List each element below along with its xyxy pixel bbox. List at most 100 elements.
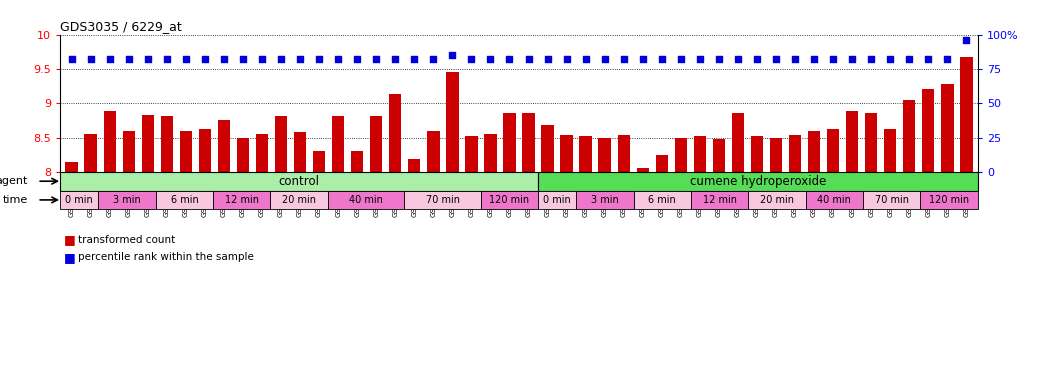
Text: GDS3035 / 6229_at: GDS3035 / 6229_at: [60, 20, 182, 33]
Bar: [865, 114, 877, 172]
Bar: [863, 190, 921, 209]
Point: [844, 56, 861, 62]
Bar: [122, 131, 135, 172]
Bar: [846, 111, 858, 172]
Bar: [465, 136, 477, 172]
Bar: [750, 136, 763, 172]
Point: [654, 56, 671, 62]
Point: [159, 56, 175, 62]
Bar: [693, 136, 706, 172]
Bar: [218, 120, 230, 172]
Text: 3 min: 3 min: [113, 195, 141, 205]
Bar: [141, 115, 154, 172]
Text: time: time: [3, 195, 28, 205]
Point: [882, 56, 899, 62]
Text: 20 min: 20 min: [282, 195, 317, 205]
Text: 70 min: 70 min: [875, 195, 909, 205]
Text: 20 min: 20 min: [760, 195, 794, 205]
Bar: [618, 135, 630, 172]
Point: [577, 56, 594, 62]
Bar: [748, 190, 805, 209]
Bar: [713, 139, 726, 172]
Bar: [808, 131, 820, 172]
Bar: [312, 151, 325, 172]
Point: [597, 56, 613, 62]
Point: [330, 56, 347, 62]
Text: 3 min: 3 min: [592, 195, 619, 205]
Bar: [408, 159, 420, 172]
Point: [292, 56, 308, 62]
Point: [711, 56, 728, 62]
Bar: [370, 116, 382, 172]
Point: [482, 56, 498, 62]
Point: [501, 56, 518, 62]
Bar: [271, 190, 328, 209]
Text: 6 min: 6 min: [170, 195, 198, 205]
Point: [82, 56, 99, 62]
Point: [139, 56, 156, 62]
Bar: [789, 136, 801, 172]
Bar: [255, 134, 268, 172]
Bar: [770, 137, 783, 172]
Bar: [538, 190, 576, 209]
Bar: [503, 114, 516, 172]
Point: [939, 56, 956, 62]
Point: [558, 56, 575, 62]
Point: [367, 56, 384, 62]
Point: [901, 56, 918, 62]
Text: transformed count: transformed count: [78, 235, 175, 245]
Text: cumene hydroperoxide: cumene hydroperoxide: [690, 175, 826, 188]
Point: [958, 37, 975, 43]
Bar: [522, 114, 535, 172]
Bar: [805, 190, 864, 209]
Bar: [941, 84, 954, 172]
Bar: [599, 137, 610, 172]
Text: 12 min: 12 min: [225, 195, 258, 205]
Bar: [579, 136, 592, 172]
Point: [825, 56, 842, 62]
Point: [520, 56, 537, 62]
Text: 0 min: 0 min: [65, 195, 93, 205]
Bar: [60, 172, 538, 190]
Bar: [921, 190, 978, 209]
Bar: [561, 136, 573, 172]
Point: [102, 56, 118, 62]
Bar: [446, 72, 459, 172]
Point: [748, 56, 765, 62]
Bar: [328, 190, 404, 209]
Text: 6 min: 6 min: [649, 195, 676, 205]
Text: 0 min: 0 min: [543, 195, 571, 205]
Point: [691, 56, 708, 62]
Bar: [213, 190, 271, 209]
Point: [406, 56, 422, 62]
Bar: [538, 172, 978, 190]
Bar: [275, 116, 288, 172]
Point: [444, 52, 461, 58]
Point: [216, 56, 233, 62]
Text: control: control: [278, 175, 320, 188]
Point: [634, 56, 651, 62]
Bar: [884, 129, 897, 172]
Bar: [428, 131, 439, 172]
Bar: [294, 132, 306, 172]
Point: [673, 56, 689, 62]
Bar: [198, 129, 211, 172]
Bar: [389, 94, 402, 172]
Bar: [60, 190, 99, 209]
Point: [787, 56, 803, 62]
Text: 40 min: 40 min: [349, 195, 383, 205]
Bar: [903, 101, 916, 172]
Bar: [65, 162, 78, 172]
Point: [387, 56, 404, 62]
Text: ■: ■: [64, 233, 76, 247]
Bar: [237, 137, 249, 172]
Text: 12 min: 12 min: [703, 195, 737, 205]
Bar: [351, 151, 363, 172]
Bar: [656, 155, 668, 172]
Text: 70 min: 70 min: [426, 195, 460, 205]
Point: [310, 56, 327, 62]
Bar: [636, 168, 649, 172]
Point: [863, 56, 879, 62]
Bar: [633, 190, 691, 209]
Bar: [99, 190, 156, 209]
